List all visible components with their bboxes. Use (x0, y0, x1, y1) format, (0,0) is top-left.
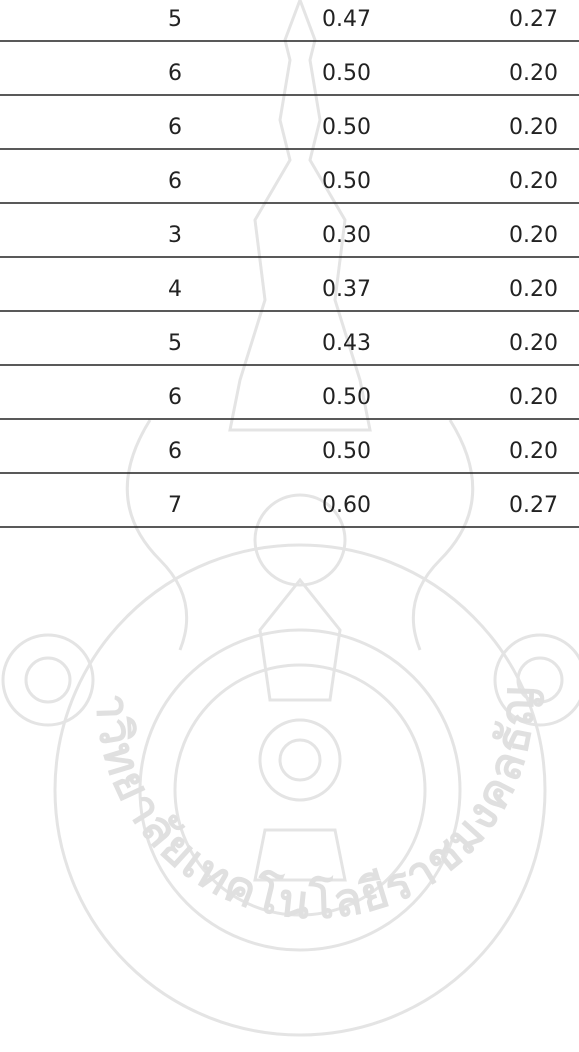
table-cell: 0.20 (509, 385, 558, 410)
table-cell: 0.50 (322, 439, 371, 464)
table-cell: 9 (0, 169, 1, 194)
watermark-emblem: มหาวิทยาลัยเทคโนโลยีราชมงคลธัญบุรี (0, 0, 579, 1035)
table-cell: 0.50 (322, 169, 371, 194)
table-cell: 7 (168, 493, 182, 518)
table-cell: 6 (168, 169, 182, 194)
table: 9 5 0.47 0.27 9 6 0.50 0.20 9 6 0.50 0.20 9 6 0.50 0.20… (0, 7, 579, 527)
table-cell: 9 (0, 61, 1, 86)
table-cell: 0.60 (322, 493, 371, 518)
table-cell: 0.27 (509, 7, 558, 32)
table-cell: 0.20 (509, 331, 558, 356)
table-cell: 0.47 (322, 7, 371, 32)
table-cell: 0.20 (509, 169, 558, 194)
table-cell: 0.20 (509, 61, 558, 86)
table-cell: 6 (168, 385, 182, 410)
table-cell: 7 (0, 277, 1, 302)
table-cell: 0.20 (509, 115, 558, 140)
table-cell: 9 (0, 115, 1, 140)
table-cell: 0.30 (322, 223, 371, 248)
table-cell: 0.20 (509, 439, 558, 464)
table-cell: 9 (0, 385, 1, 410)
table-cell: 0.43 (322, 331, 371, 356)
table-cell: 0.27 (509, 493, 558, 518)
table-cell: 0.37 (322, 277, 371, 302)
table-cell: 5 (168, 331, 182, 356)
document: มหาวิทยาลัยเทคโนโลยีราชมงคลธัญบุรี 9 5 0.4… (0, 0, 579, 1048)
table-cell: 6 (168, 439, 182, 464)
table-cell: 8 (0, 331, 1, 356)
table-cell: 6 (0, 223, 1, 248)
table-cell: 0.20 (509, 223, 558, 248)
table-cell: 4 (168, 277, 182, 302)
table-cell: 9 (0, 7, 1, 32)
table-cell: 6 (168, 115, 182, 140)
table-cell: 9 (0, 439, 1, 464)
table-cell: 6 (168, 61, 182, 86)
table-cell: 1 (0, 493, 1, 518)
table-cell: 3 (168, 223, 182, 248)
table-cell: 0.20 (509, 277, 558, 302)
page: {"table": {"rows": [ ["9", "5", "0.47", … (0, 0, 579, 1048)
table-cell: 0.50 (322, 61, 371, 86)
table-cell: 0.50 (322, 385, 371, 410)
table-cell: 5 (168, 7, 182, 32)
table-cell: 0.50 (322, 115, 371, 140)
